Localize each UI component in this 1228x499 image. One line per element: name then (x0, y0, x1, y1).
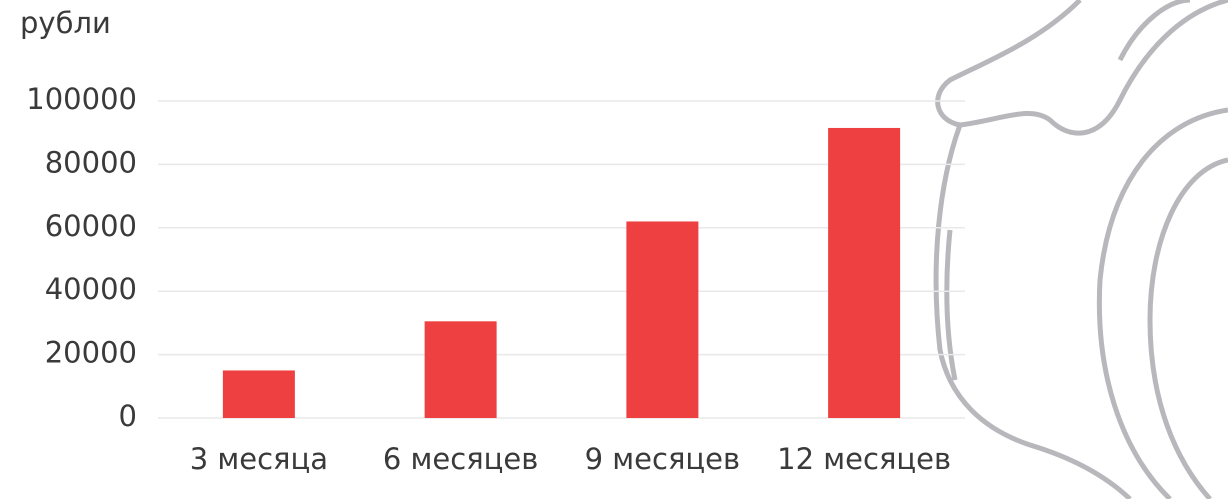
bar (424, 321, 497, 418)
x-tick-label: 6 месяцев (383, 442, 538, 476)
y-tick-label: 60000 (45, 209, 137, 243)
y-tick-label: 40000 (45, 272, 137, 306)
bar (828, 127, 901, 418)
bar (626, 221, 699, 418)
x-tick-label: 3 месяца (190, 442, 328, 476)
car-outline (933, 0, 1228, 499)
x-tick-label: 12 месяцев (777, 442, 951, 476)
y-tick-label: 100000 (26, 82, 137, 116)
y-axis-label: рубли (20, 6, 111, 40)
bar (222, 370, 295, 418)
x-tick-label: 9 месяцев (585, 442, 740, 476)
y-tick-label: 80000 (45, 145, 137, 179)
y-tick-label: 0 (119, 399, 137, 433)
y-tick-label: 20000 (45, 336, 137, 370)
